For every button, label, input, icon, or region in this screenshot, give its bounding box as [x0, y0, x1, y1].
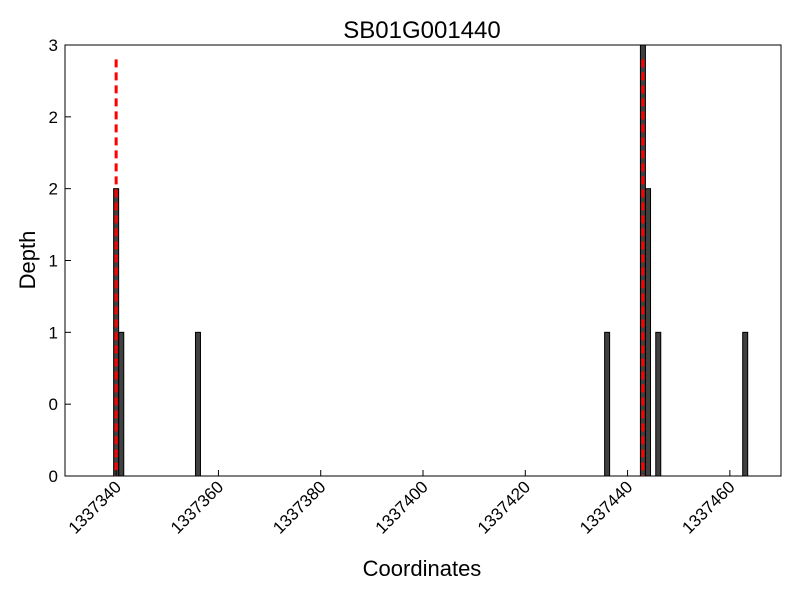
depth-bar — [194, 331, 201, 477]
y-tick-label: 2 — [49, 180, 58, 199]
y-tick-label: 3 — [49, 36, 58, 55]
x-tick-label: 1337420 — [474, 477, 534, 537]
y-tick-label: 0 — [49, 467, 58, 486]
x-tick-label: 1337360 — [167, 477, 227, 537]
x-tick-label: 1337340 — [65, 477, 125, 537]
depth-bar — [742, 331, 749, 477]
x-tick-label: 1337460 — [678, 477, 738, 537]
plot-area: 0 0 1 1 2 2 3 1337340 1337360 1337380 1337400 13374… — [49, 36, 782, 538]
y-tick-label: 2 — [49, 108, 58, 127]
y-tick-label: 1 — [49, 252, 58, 271]
x-tick-label: 1337400 — [372, 477, 432, 537]
depth-bar — [118, 331, 125, 477]
depth-bar — [655, 331, 662, 477]
plot-frame — [64, 44, 782, 477]
y-tick-label: 0 — [49, 395, 58, 414]
x-tick-label: 1337380 — [269, 477, 329, 537]
depth-bar — [604, 331, 611, 477]
y-tick-label: 1 — [49, 323, 58, 342]
y-axis-label: Depth — [15, 231, 40, 290]
depth-bar — [645, 188, 652, 477]
chart-title: SB01G001440 — [343, 17, 500, 44]
x-axis-label: Coordinates — [363, 556, 482, 581]
x-tick-label: 1337440 — [576, 477, 636, 537]
